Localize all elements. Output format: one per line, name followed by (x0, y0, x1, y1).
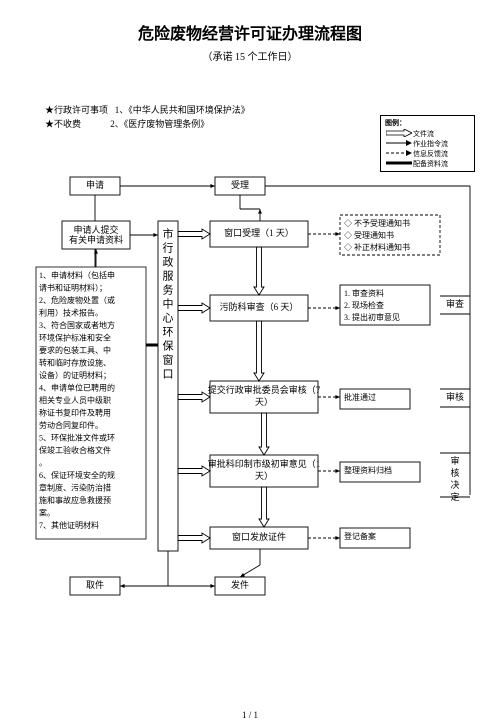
svg-text:污防科审查（6 天）: 污防科审查（6 天） (220, 301, 299, 312)
svg-text:2、危险废物处置（或: 2、危险废物处置（或 (39, 295, 115, 305)
svg-text:施和事故应急救援预: 施和事故应急救援预 (39, 495, 111, 505)
svg-text:◇ 受理通知书: ◇ 受理通知书 (344, 230, 394, 240)
svg-text:利用）技术报告。: 利用）技术报告。 (39, 307, 103, 317)
admin-line2-label: ★不收费 (45, 119, 81, 129)
svg-text:4、申请单位已聘用的: 4、申请单位已聘用的 (39, 382, 115, 392)
svg-text:天）: 天） (255, 471, 273, 481)
svg-text:决: 决 (450, 479, 459, 490)
svg-text:1. 审查资料: 1. 审查资料 (344, 288, 384, 298)
svg-text:设备）的证明材料；: 设备）的证明材料； (39, 370, 111, 380)
admin-line1-label: ★行政许可事项 (45, 105, 108, 115)
svg-text:中: 中 (163, 298, 174, 311)
svg-text:发件: 发件 (231, 579, 249, 590)
svg-text:2. 现场检查: 2. 现场检查 (344, 300, 384, 310)
svg-text:案。: 案。 (39, 507, 55, 517)
svg-text:劳动合同复印件。: 劳动合同复印件。 (39, 420, 103, 430)
svg-text:务: 务 (163, 284, 174, 297)
svg-text:审批科印制市级初审意见（1: 审批科印制市级初审意见（1 (208, 458, 321, 469)
svg-text:窗: 窗 (163, 353, 174, 367)
svg-text:口: 口 (163, 369, 174, 381)
svg-text:服: 服 (163, 270, 174, 283)
legend-label: 信息反馈流 (413, 149, 470, 159)
admin-line2-items: 2、《医疗废物管理条例》 (110, 119, 209, 129)
flowchart: 申请 受理市行政服务中心环保窗口 窗口受理（1 天） 污防科审查（6 天） 提交行政审批… (0, 165, 500, 695)
svg-text:1、申请材料（包括申: 1、申请材料（包括申 (39, 270, 115, 280)
svg-text:◇ 补正材料通知书: ◇ 补正材料通知书 (344, 242, 410, 252)
svg-text:有关申请资料: 有关申请资料 (69, 234, 123, 245)
svg-text:3. 提出初审意见: 3. 提出初审意见 (344, 312, 400, 322)
svg-text:天）: 天） (255, 397, 273, 407)
svg-text:保竣工验收合格文件: 保竣工验收合格文件 (39, 445, 111, 455)
legend-label: 作业指令流 (413, 139, 470, 149)
svg-text:整理资料归档: 整理资料归档 (344, 465, 392, 475)
legend-title: 图例： (385, 118, 470, 128)
svg-text:转和临时存放设施、: 转和临时存放设施、 (39, 357, 111, 367)
svg-text:行: 行 (163, 242, 174, 255)
svg-text:受理: 受理 (231, 179, 249, 190)
svg-text:审: 审 (450, 455, 459, 466)
svg-text:章制度、污染防治措: 章制度、污染防治措 (39, 482, 111, 492)
svg-text:申请: 申请 (86, 179, 104, 190)
svg-text:7、其他证明材料: 7、其他证明材料 (39, 520, 99, 530)
svg-text:环: 环 (163, 327, 174, 339)
svg-text:审查: 审查 (446, 298, 464, 309)
legend-label: 文件流 (413, 129, 470, 139)
legend-row: 信息反馈流 (385, 149, 470, 159)
svg-text:3、符合国家或者地方: 3、符合国家或者地方 (39, 320, 115, 330)
svg-text:称证书复印件及聘用: 称证书复印件及聘用 (39, 407, 111, 417)
svg-text:申请人提交: 申请人提交 (73, 224, 118, 235)
svg-text:政: 政 (163, 255, 174, 269)
svg-text:登记备案: 登记备案 (344, 531, 376, 541)
svg-text:。: 。 (39, 458, 47, 467)
svg-text:市: 市 (163, 227, 174, 241)
svg-text:要求的包装工具、中: 要求的包装工具、中 (39, 345, 111, 355)
legend-row: 作业指令流 (385, 139, 470, 149)
svg-text:窗口发放证件: 窗口发放证件 (232, 531, 286, 542)
svg-text:环境保护标准和安全: 环境保护标准和安全 (39, 332, 111, 342)
svg-text:请书和证明材料）；: 请书和证明材料）； (39, 282, 107, 292)
svg-text:核: 核 (450, 467, 459, 478)
page-number: 1 / 1 (0, 710, 500, 720)
admin-items: ★行政许可事项 1、《中华人民共和国环境保护法》 ★不收费 2、《医疗废物管理条… (45, 104, 250, 131)
svg-text:保: 保 (163, 339, 174, 353)
svg-text:6、保证环境安全的规: 6、保证环境安全的规 (39, 470, 115, 480)
legend-row: 文件流 (385, 129, 470, 139)
svg-text:审核: 审核 (446, 391, 464, 402)
page-title: 危险废物经营许可证办理流程图 (0, 20, 500, 44)
svg-text:提交行政审批委员会审核（7: 提交行政审批委员会审核（7 (208, 384, 321, 395)
page-subtitle: （承诺 15 个工作日） (0, 48, 500, 63)
svg-text:相关专业人员中级职: 相关专业人员中级职 (39, 395, 111, 405)
svg-text:批准通过: 批准通过 (344, 392, 376, 402)
admin-line1-items: 1、《中华人民共和国环境保护法》 (115, 105, 250, 115)
svg-text:◇ 不予受理通知书: ◇ 不予受理通知书 (344, 218, 410, 228)
legend: 图例： 文件流作业指令流信息反馈流配备资料流 (380, 115, 475, 172)
svg-text:取件: 取件 (86, 579, 104, 590)
svg-text:窗口受理（1 天）: 窗口受理（1 天） (224, 227, 294, 238)
svg-text:5、环保批准文件或环: 5、环保批准文件或环 (39, 432, 115, 442)
svg-text:心: 心 (163, 312, 174, 325)
